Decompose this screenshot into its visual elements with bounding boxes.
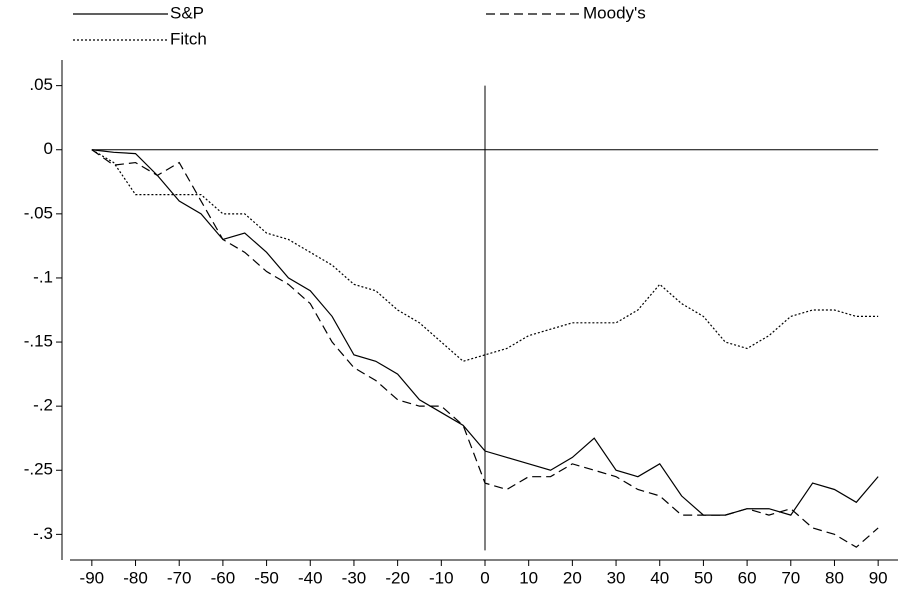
y-tick-label: -.25 [24, 460, 53, 479]
x-tick-label: 70 [781, 568, 800, 587]
y-tick-label: .05 [29, 75, 53, 94]
x-tick-label: -30 [342, 568, 367, 587]
x-tick-label: 60 [738, 568, 757, 587]
x-tick-label: 20 [563, 568, 582, 587]
x-tick-label: -20 [385, 568, 410, 587]
series-line [91, 149, 879, 362]
y-tick-label: -.1 [33, 267, 53, 286]
y-tick-label: -.2 [33, 396, 53, 415]
x-tick-label: 80 [825, 568, 844, 587]
y-tick-label: -.05 [24, 203, 53, 222]
x-tick-label: -80 [123, 568, 148, 587]
x-tick-label: 0 [480, 568, 489, 587]
x-tick-label: -60 [211, 568, 236, 587]
x-tick-label: 50 [694, 568, 713, 587]
series-line [91, 149, 879, 548]
legend-label: Fitch [170, 29, 207, 48]
x-tick-label: -10 [429, 568, 454, 587]
x-tick-label: -70 [167, 568, 192, 587]
x-tick-label: -40 [298, 568, 323, 587]
legend-label: S&P [170, 3, 204, 22]
x-tick-label: 40 [650, 568, 669, 587]
y-tick-label: 0 [44, 139, 53, 158]
x-tick-label: 90 [869, 568, 888, 587]
y-tick-label: -.3 [33, 524, 53, 543]
x-tick-label: 30 [607, 568, 626, 587]
legend-label: Moody's [583, 3, 646, 22]
x-tick-label: -90 [80, 568, 105, 587]
y-tick-label: -.15 [24, 332, 53, 351]
x-tick-label: -50 [254, 568, 279, 587]
x-tick-label: 10 [519, 568, 538, 587]
